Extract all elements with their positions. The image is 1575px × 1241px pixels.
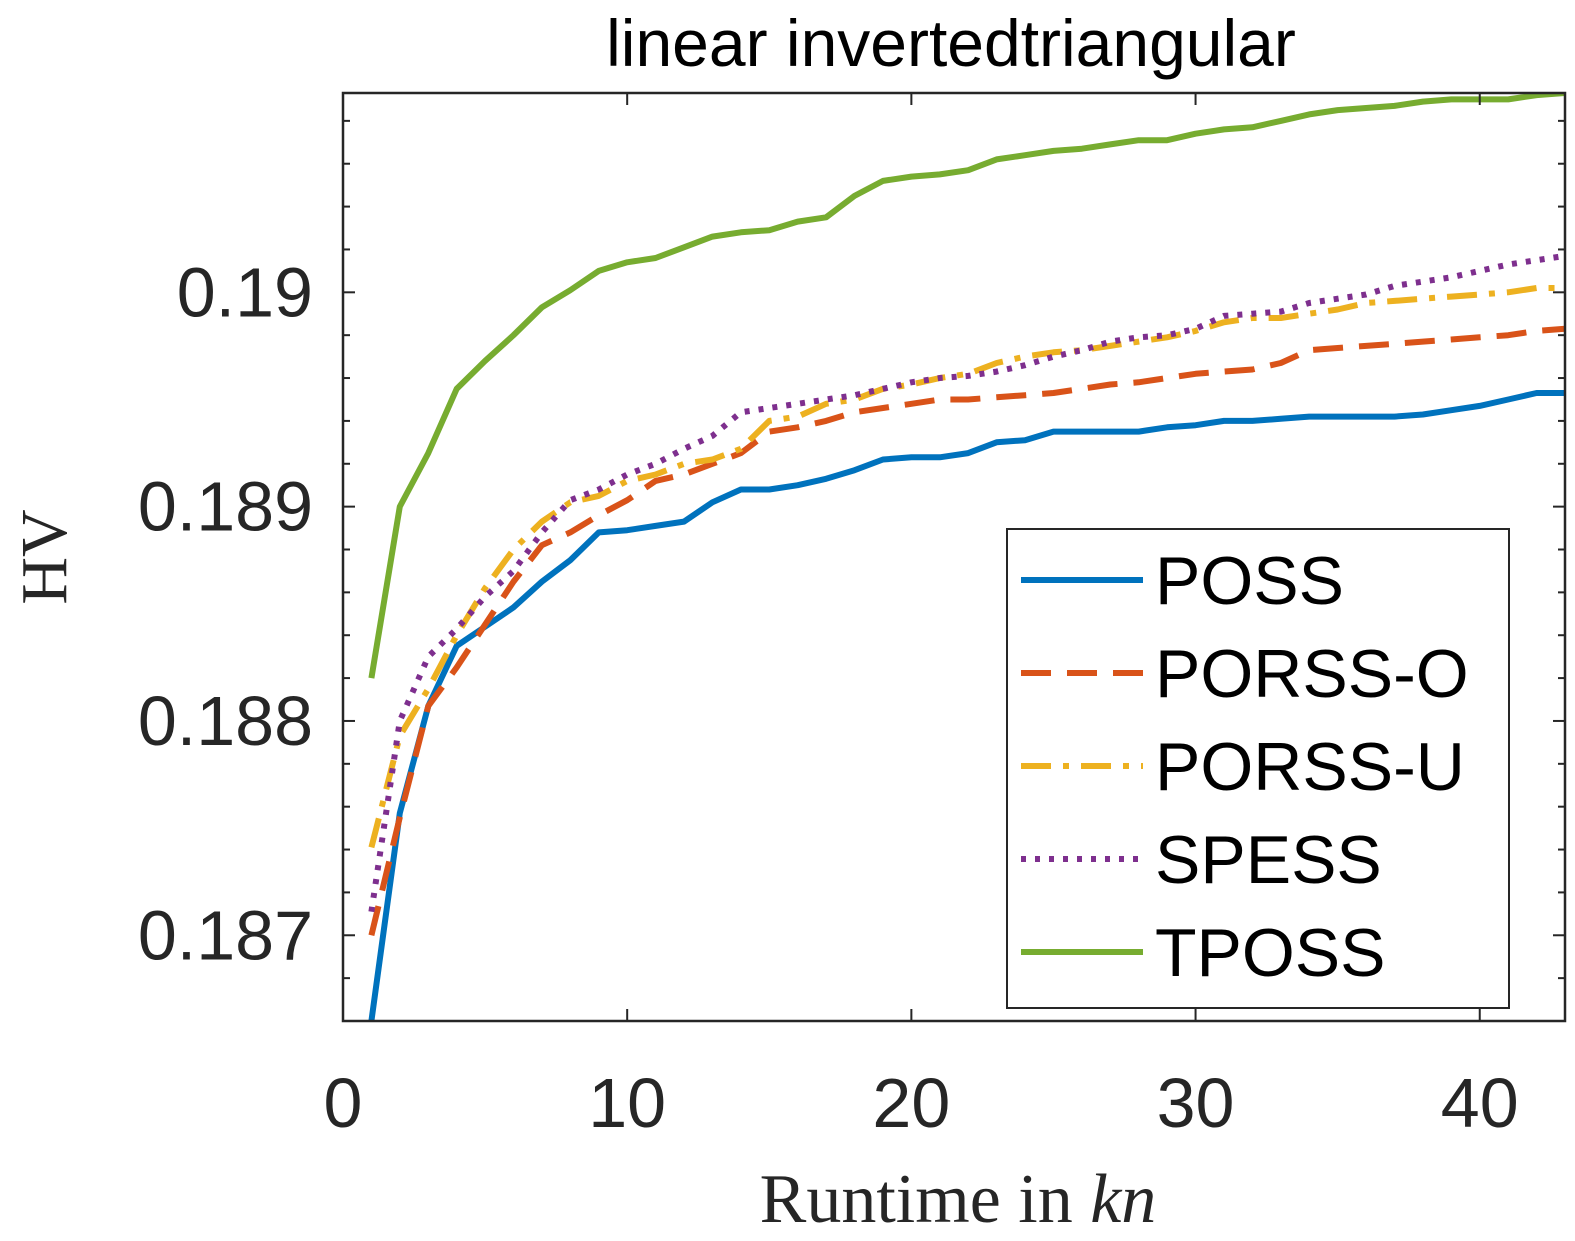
legend-entries: POSS PORSS-O PORSS-U SPESS TPOSS (1021, 543, 1469, 991)
legend-item-spess: SPESS (1021, 822, 1382, 898)
axis-ticks (342, 93, 1565, 1022)
x-tick-label: 40 (1441, 1064, 1519, 1142)
y-tick-label: 0.189 (138, 468, 313, 546)
legend-item-porss-u: PORSS-U (1021, 729, 1465, 805)
series-line-tposs (368, 93, 1565, 679)
series-line-porss-u (368, 285, 1565, 849)
legend-item-poss: POSS (1021, 543, 1344, 619)
x-tick-label: 10 (588, 1064, 666, 1142)
legend-label: PORSS-U (1155, 729, 1465, 805)
series-lines (368, 93, 1565, 1021)
y-tick-label: 0.188 (138, 682, 313, 760)
x-axis-label: Runtime in kn (760, 1161, 1157, 1238)
x-tick-label: 20 (872, 1064, 950, 1142)
series-line-porss-o (368, 325, 1565, 937)
x-axis-label-math: kn (1090, 1161, 1156, 1238)
legend-item-tposs: TPOSS (1021, 915, 1386, 991)
legend-item-porss-o: PORSS-O (1021, 636, 1469, 712)
legend-label: TPOSS (1155, 915, 1386, 991)
y-tick-labels: 0.187 0.188 0.189 0.19 (138, 253, 313, 974)
series-line-poss (368, 390, 1565, 1021)
legend-label: POSS (1155, 543, 1344, 619)
chart-title: linear invertedtriangular (606, 6, 1296, 80)
x-tick-label: 30 (1157, 1064, 1235, 1142)
x-axis-label-main: Runtime in (760, 1161, 1091, 1238)
legend-label: SPESS (1155, 822, 1382, 898)
y-tick-label: 0.19 (177, 253, 313, 331)
series-line-spess (368, 252, 1565, 913)
axes-frame (341, 91, 1567, 1023)
x-tick-label: 0 (324, 1064, 363, 1142)
legend: POSS PORSS-O PORSS-U SPESS TPOSS (1006, 528, 1510, 1009)
y-tick-label: 0.187 (138, 896, 313, 974)
x-tick-labels: 0 10 20 30 40 (324, 1064, 1519, 1142)
legend-label: PORSS-O (1155, 636, 1469, 712)
y-axis-label: HV (8, 509, 81, 604)
